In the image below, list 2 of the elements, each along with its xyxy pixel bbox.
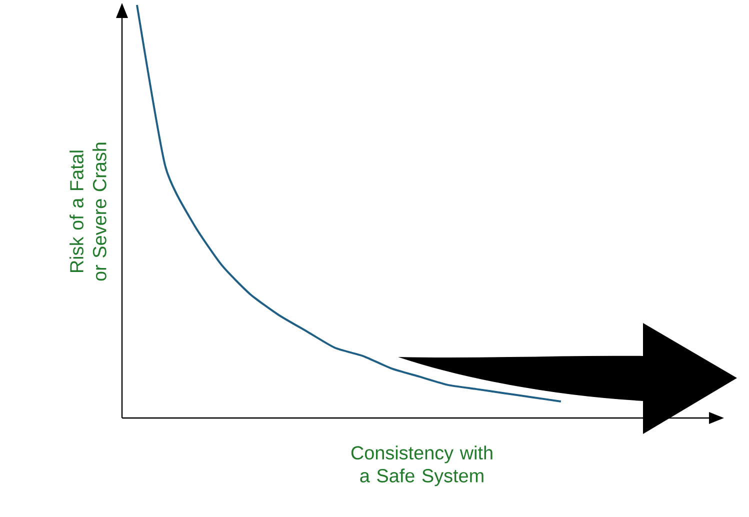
y-axis-title: Risk of a Fatal or Severe Crash <box>70 142 106 281</box>
x-axis-title: Consistency with a Safe System <box>351 446 492 486</box>
